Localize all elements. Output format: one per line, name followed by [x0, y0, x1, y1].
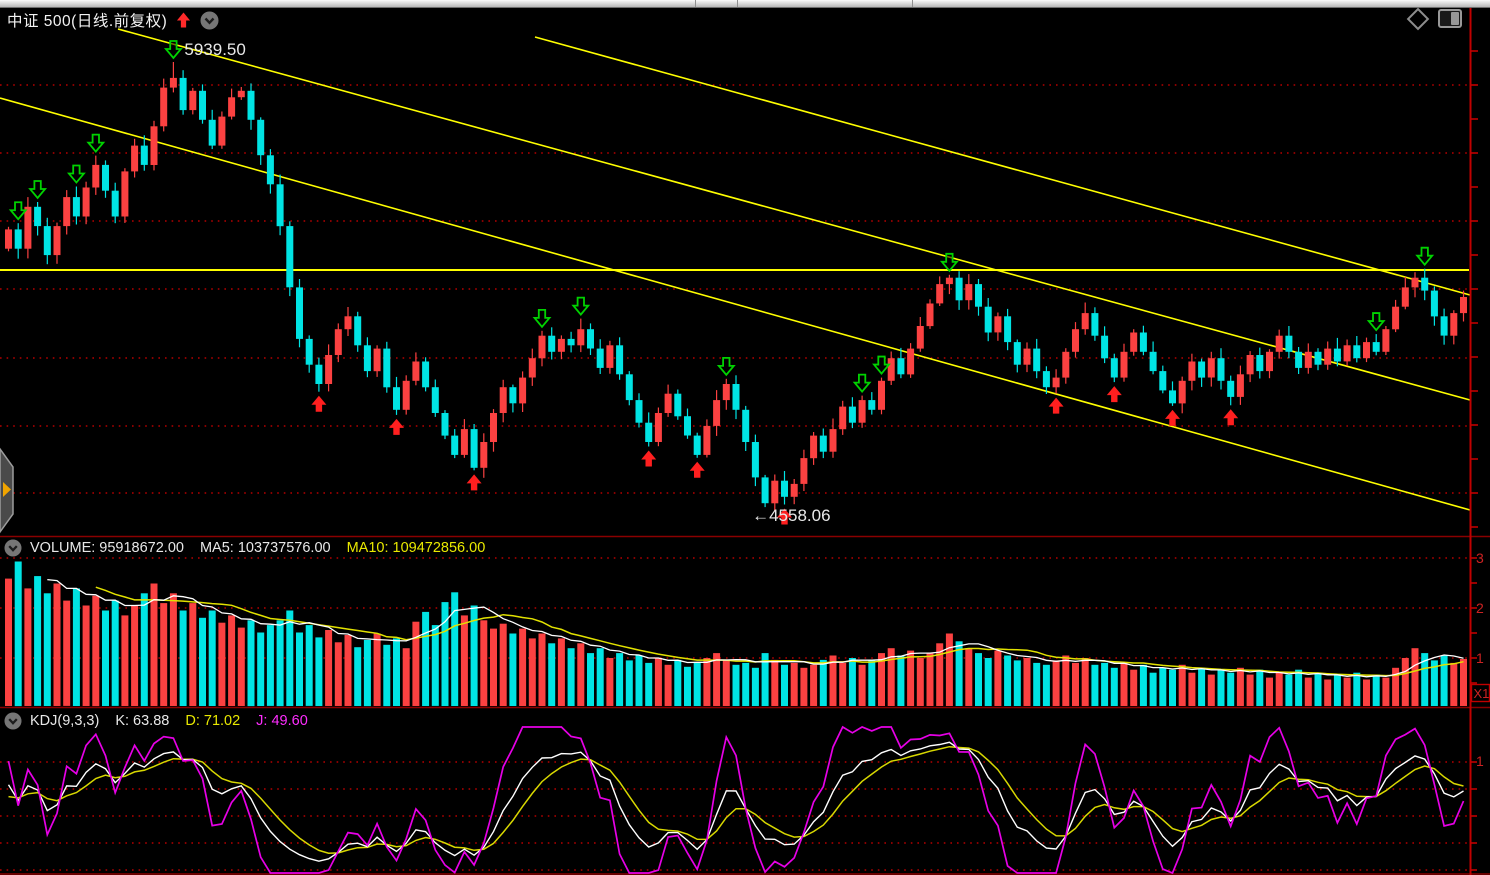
j-value: 49.60	[271, 713, 308, 729]
chart-title-bar: 中证 500(日线.前复权)	[7, 10, 219, 30]
buy-up-arrow-marker	[1223, 409, 1239, 426]
axes	[0, 7, 1490, 875]
toolbar-segment-divider	[737, 0, 738, 7]
kdj-header: KDJ(9,3,3) K: 63.88 D: 71.02 J: 49.60	[4, 711, 324, 731]
buy-up-arrow-marker	[389, 418, 404, 435]
symbol-title: 中证 500(日线.前复权)	[7, 13, 168, 30]
volume-label: VOLUME:	[30, 540, 96, 556]
window-corner-tools	[1406, 7, 1462, 30]
kdj-name: KDJ(9,3,3)	[30, 713, 100, 729]
svg-text:←4558.06: ←4558.06	[752, 506, 830, 525]
volume-bars	[5, 561, 1467, 707]
price-gridlines	[0, 84, 1468, 494]
volume-ma10-line	[95, 586, 1464, 677]
kdj-d-line	[8, 745, 1464, 854]
toolbar-segment-divider	[695, 0, 696, 7]
diamond-icon[interactable]	[1406, 7, 1430, 30]
panel-toggle-icon[interactable]	[1438, 9, 1462, 28]
k-label: K:	[115, 713, 130, 729]
kdj-lines	[7, 725, 1465, 875]
volume-axis-labels: 3 2 1 X1	[1470, 550, 1490, 703]
ma10-label: MA10:	[346, 540, 389, 556]
price-annotations: 5939.50 ←4558.06	[184, 40, 830, 525]
buy-up-arrow-marker	[689, 461, 705, 478]
sell-down-arrow-marker	[66, 164, 86, 184]
k-value: 63.88	[133, 713, 170, 729]
ma5-value: 103737576.00	[237, 540, 331, 556]
sell-down-arrow-marker	[1366, 312, 1386, 332]
sell-down-arrow-marker	[716, 356, 736, 377]
left-panel-expand-handle[interactable]	[0, 0, 16, 875]
svg-text:5939.50: 5939.50	[184, 40, 245, 59]
ma5-label: MA5:	[199, 540, 234, 556]
volume-header: VOLUME: 95918672.00 MA5: 103737576.00 MA…	[4, 538, 501, 558]
volume-ma-lines	[47, 578, 1464, 678]
volume-value: 95918672.00	[99, 540, 184, 556]
j-label: J:	[256, 713, 268, 729]
expand-right-triangle-icon	[3, 482, 11, 497]
buy-up-arrow-marker	[466, 474, 482, 491]
sell-down-arrow-marker	[852, 373, 872, 394]
ma10-value: 109472856.00	[392, 540, 486, 556]
toolbar-segment-divider	[912, 0, 913, 7]
svg-text:X1: X1	[1474, 686, 1490, 701]
candlesticks	[5, 62, 1467, 512]
trend-up-arrow-icon	[176, 11, 191, 29]
sell-down-arrow-marker	[28, 180, 48, 200]
buy-up-arrow-marker	[1048, 397, 1064, 414]
sell-down-arrow-marker	[8, 201, 28, 221]
volume-ma5-line	[47, 578, 1464, 678]
collapse-volume-chevron-icon[interactable]	[4, 539, 22, 557]
trendlines	[0, 28, 1471, 511]
d-label: D:	[185, 713, 200, 729]
buy-up-arrow-marker	[1165, 409, 1180, 426]
svg-text:3: 3	[1476, 550, 1484, 566]
kdj-k-line	[7, 741, 1464, 862]
svg-text:1: 1	[1476, 650, 1484, 666]
buy-up-arrow-marker	[641, 450, 657, 467]
sell-down-arrow-marker	[1415, 246, 1435, 267]
sell-down-arrow-marker	[872, 355, 891, 375]
sell-down-arrow-marker	[939, 252, 959, 273]
signal-arrows	[8, 40, 1435, 525]
buy-up-arrow-marker	[777, 508, 792, 525]
buy-up-arrow-marker	[1106, 386, 1122, 403]
kdj-j-line	[7, 725, 1465, 875]
collapse-main-chart-chevron-icon[interactable]	[200, 11, 219, 30]
sell-down-arrow-marker	[86, 133, 106, 153]
sell-down-arrow-marker	[571, 296, 591, 317]
kdj-gridlines: 1	[0, 753, 1484, 871]
svg-text:2: 2	[1476, 600, 1484, 616]
collapse-kdj-chevron-icon[interactable]	[4, 712, 22, 730]
d-value: 71.02	[203, 713, 241, 729]
svg-text:1: 1	[1476, 753, 1484, 769]
sell-down-arrow-marker	[532, 308, 552, 329]
window-top-strip	[0, 0, 1490, 8]
sell-down-arrow-marker	[163, 40, 183, 60]
buy-up-arrow-marker	[311, 395, 327, 412]
